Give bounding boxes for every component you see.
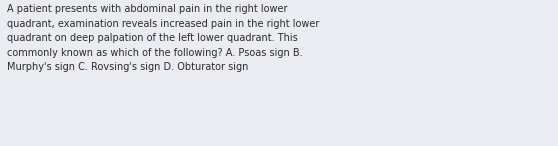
Text: A patient presents with abdominal pain in the right lower
quadrant, examination : A patient presents with abdominal pain i… <box>7 4 320 72</box>
